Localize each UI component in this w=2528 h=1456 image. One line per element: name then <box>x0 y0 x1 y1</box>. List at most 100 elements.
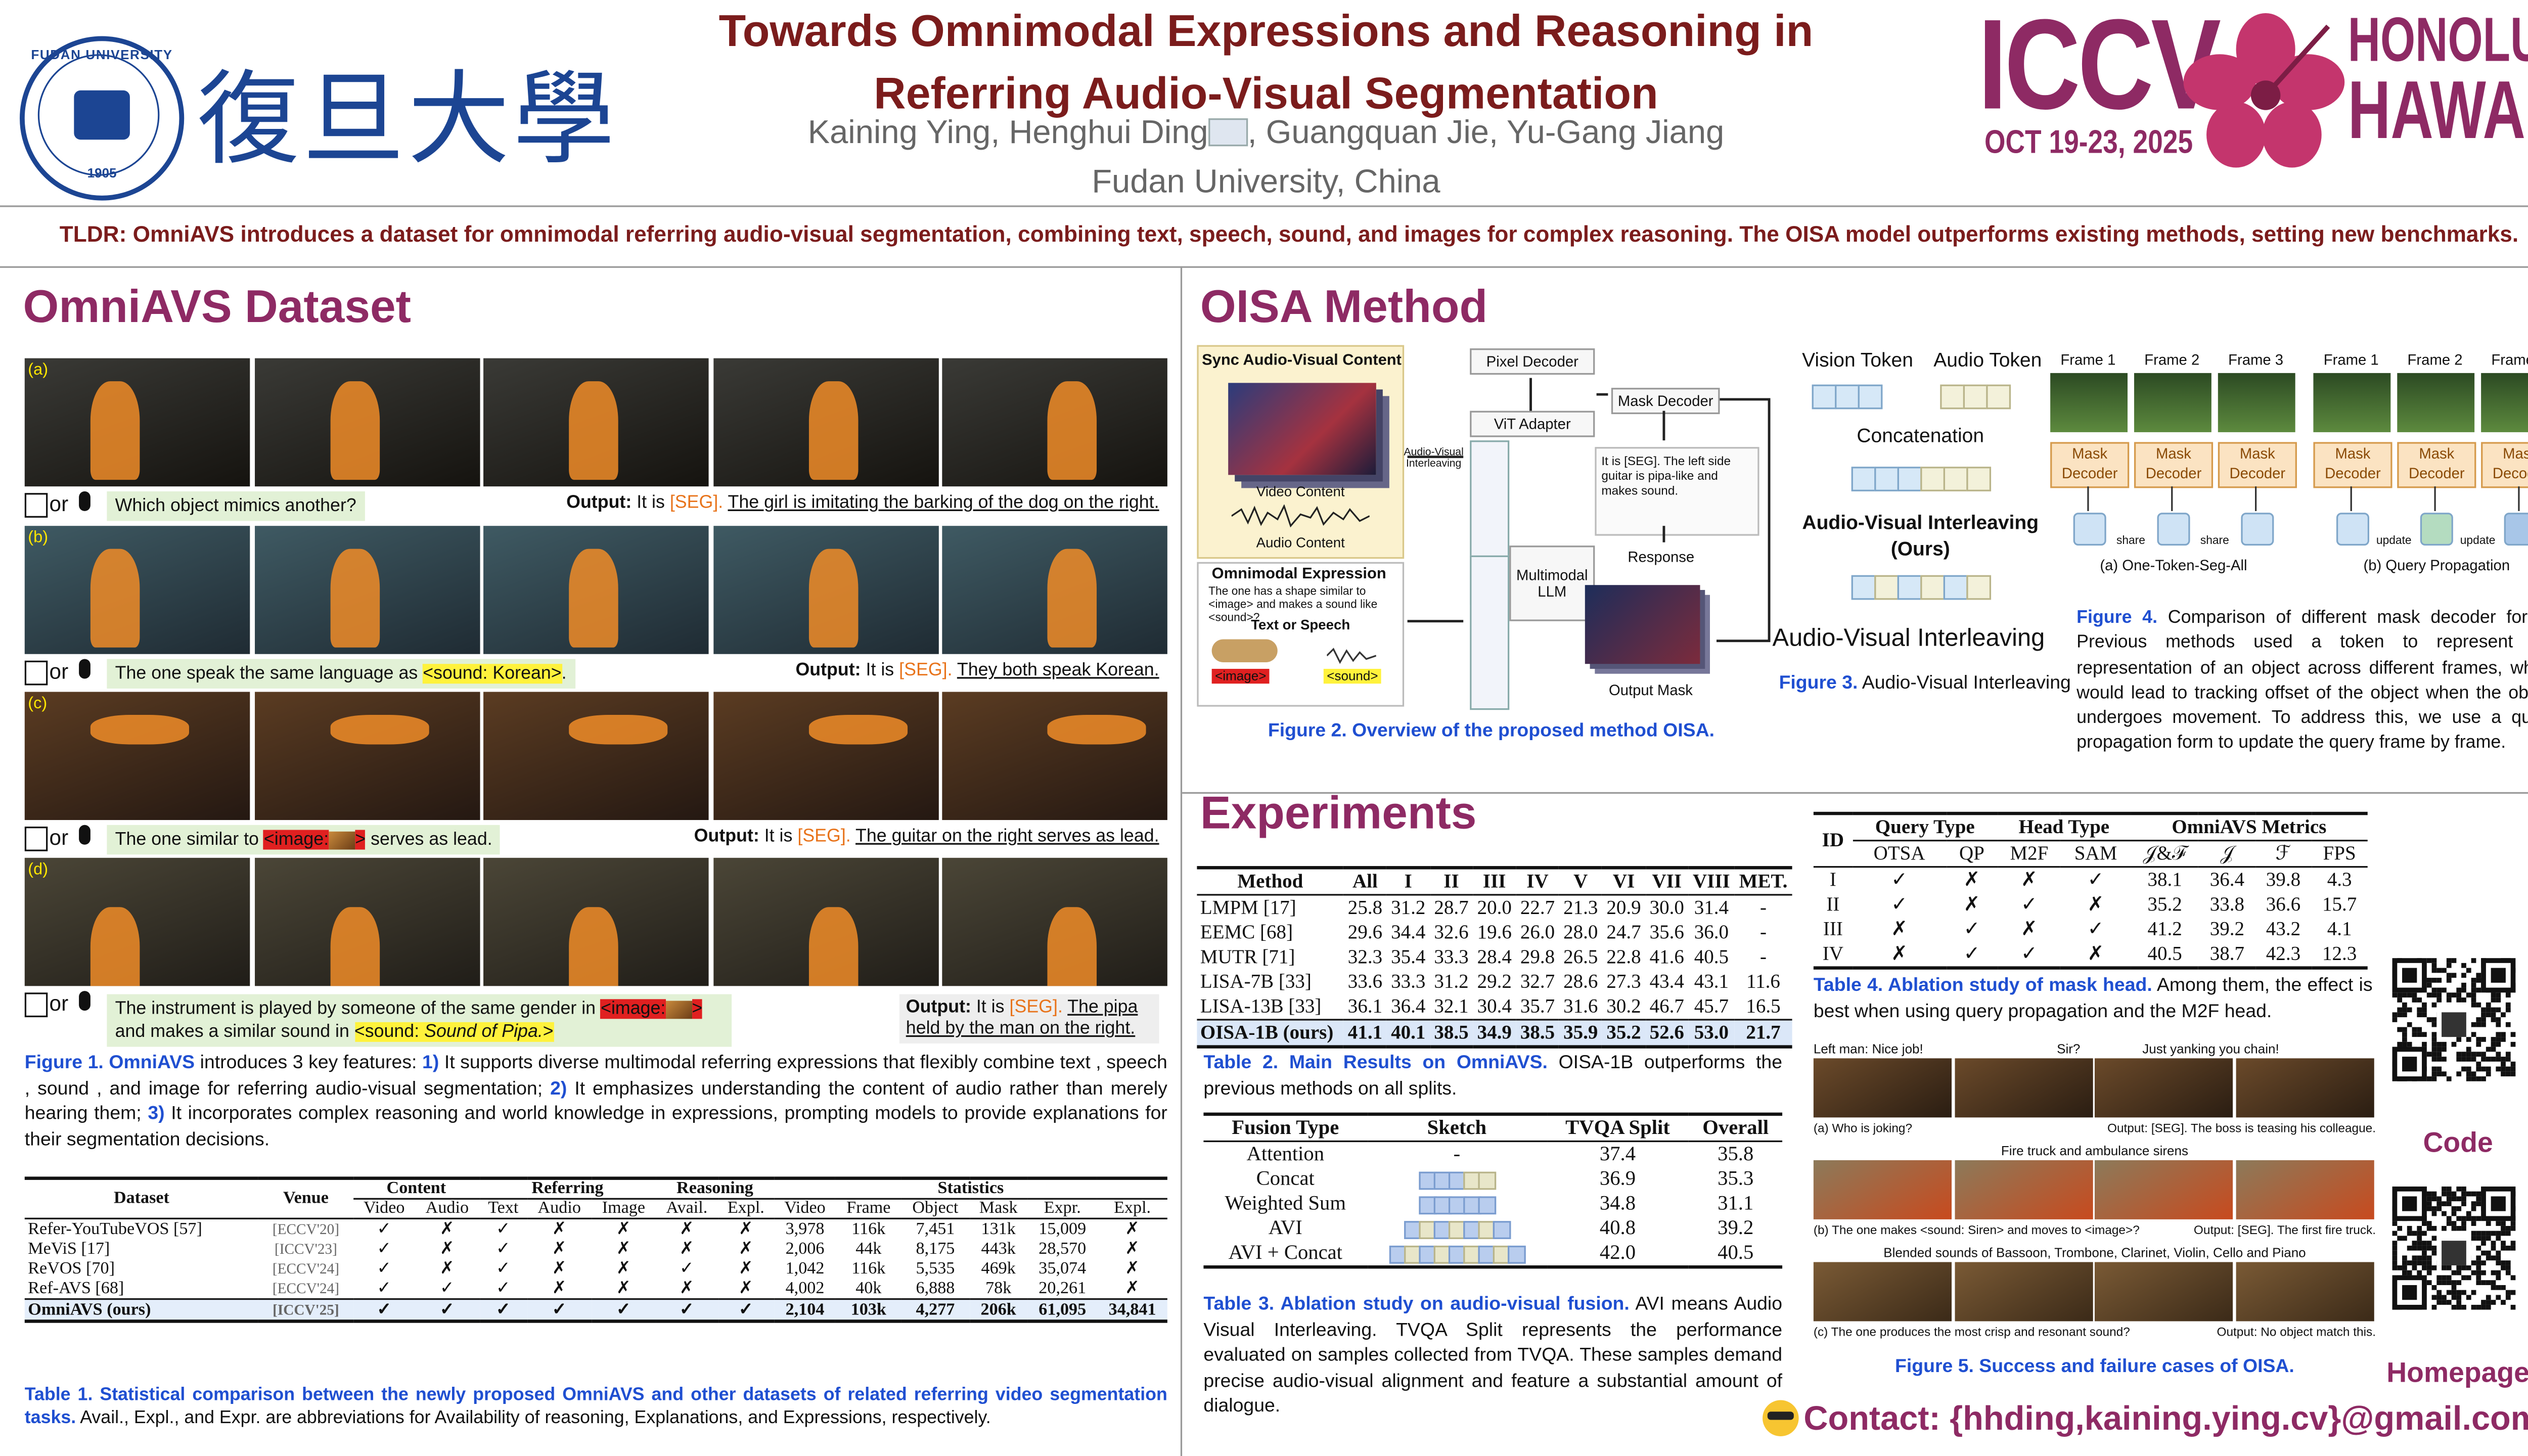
table-row: EEMC [68] 29.6 34.4 32.6 19.6 26.0 28.0 24.7 35.… <box>1197 920 1792 945</box>
table-cell: 46.7 <box>1649 994 1684 1018</box>
table-cell: 35.2 <box>1602 1019 1646 1049</box>
table-cell: 35.4 <box>1391 945 1426 968</box>
table-row: LISA-13B [33] 36.1 36.4 32.1 30.4 35.7 31.6 30.… <box>1197 994 1792 1020</box>
pixel-decoder: Pixel Decoder <box>1470 348 1595 375</box>
table-cell: ✗ <box>680 1280 694 1298</box>
qr-module <box>2481 1076 2486 1081</box>
qr-module <box>2422 1032 2427 1037</box>
qr-module <box>2426 992 2432 998</box>
qr-module <box>2402 1012 2407 1018</box>
table-cell: ✗ <box>680 1241 694 1259</box>
qr-module <box>2426 978 2432 983</box>
sketch-cell <box>1367 1167 1546 1192</box>
tldr: TLDR: OmniAVS introduces a dataset for o… <box>59 221 2519 247</box>
table-cell: ✗ <box>2021 917 2038 940</box>
segmentation-mask <box>808 907 857 986</box>
table-cell: ✓ <box>1891 868 1908 891</box>
table-cell: 40.5 <box>2130 941 2199 970</box>
qr-module <box>2431 1076 2437 1081</box>
table-cell: ✗ <box>440 1241 455 1259</box>
qr-module <box>2402 1255 2407 1261</box>
qr-module <box>2466 1046 2471 1052</box>
qr-module <box>2476 1245 2481 1251</box>
qr-module <box>2431 1057 2437 1062</box>
qr-module <box>2476 1002 2481 1008</box>
column-header: VIII <box>1688 866 1735 896</box>
qr-module <box>2471 1231 2476 1236</box>
qr-module <box>2476 1017 2481 1022</box>
table-cell: ✗ <box>739 1241 753 1259</box>
text-segment: . <box>561 664 567 684</box>
table-cell: 30.2 <box>1606 994 1641 1018</box>
case-frame <box>1954 1262 2093 1322</box>
qr-module <box>2446 1196 2452 1202</box>
code-link[interactable]: Code <box>2423 1127 2493 1159</box>
mic-icon <box>79 491 91 511</box>
table-cell: ✗ <box>1891 917 1908 940</box>
qr-module <box>2491 1241 2496 1246</box>
text-segment: <sound: Korean> <box>423 664 562 684</box>
qr-module <box>2431 1265 2437 1270</box>
table-cell: 42.0 <box>1546 1241 1689 1269</box>
qr-module <box>2510 1071 2516 1077</box>
column-header: Text <box>479 1199 527 1219</box>
table-cell: ✗ <box>552 1221 567 1239</box>
qr-module <box>2510 1290 2516 1295</box>
qr-module <box>2486 1231 2491 1236</box>
qr-module <box>2407 1022 2412 1027</box>
qr-module <box>2397 1012 2403 1018</box>
qr-module <box>2481 1007 2486 1013</box>
table-cell: 43.4 <box>1649 969 1684 993</box>
qr-module <box>2456 1196 2462 1202</box>
label: Response <box>1628 549 1695 566</box>
qr-module <box>2431 1211 2437 1216</box>
token-column <box>1470 555 1510 710</box>
figure-caption: Figure 1. OmniAVS introduces 3 key featu… <box>25 1052 1167 1154</box>
table-cell: Refer-YouTubeVOS [57] <box>28 1220 202 1239</box>
segmentation-mask <box>1047 714 1146 745</box>
qr-module <box>2397 1027 2403 1032</box>
qr-module <box>2471 1076 2476 1081</box>
table-2: Method All I II III IV V VI VII VIII MET. LMPM [17]… <box>1197 866 1792 1049</box>
qr-module <box>2486 1012 2491 1018</box>
homepage-link[interactable]: Homepage <box>2386 1357 2528 1389</box>
expression: The one similar to <image: > serves as le… <box>107 825 501 855</box>
qr-module <box>2496 1260 2501 1265</box>
table-cell: 29.2 <box>1477 969 1512 993</box>
qr-module <box>2481 1022 2486 1027</box>
qr-module <box>2402 1027 2407 1032</box>
table-row: AVI 40.8 39.2 <box>1203 1216 1782 1241</box>
link-label: share <box>2200 535 2229 548</box>
qr-module <box>2471 997 2476 1003</box>
av-content-panel: Sync Audio-Visual Content Video Content … <box>1197 345 1405 559</box>
table-cell: - <box>1759 945 1767 968</box>
table-cell: 45.7 <box>1694 994 1729 1018</box>
header-row: Video Audio Text Audio Image Avail. Expl. Video… <box>25 1199 1167 1219</box>
qr-code[interactable] <box>2392 958 2516 1081</box>
table-cell: 34.4 <box>1391 920 1426 943</box>
qr-module <box>2491 1255 2496 1261</box>
qr-module <box>2505 1260 2511 1265</box>
or-text: or <box>49 659 69 684</box>
seg-token: [SEG]. <box>797 827 851 847</box>
query-token <box>2073 513 2106 546</box>
query-token <box>2157 513 2190 546</box>
column-header: Frame <box>836 1199 901 1219</box>
table-cell: ✓ <box>656 1298 718 1323</box>
text-segment: Figure 5. Success and failure cases of O… <box>1895 1357 2294 1377</box>
table-cell: - <box>1759 920 1767 943</box>
image-thumbnail <box>665 1000 692 1019</box>
arrows <box>1407 378 1771 643</box>
table-cell: ✓ <box>2021 892 2038 916</box>
table-cell: - <box>1759 895 1767 919</box>
table-cell: [ICCV'23] <box>274 1241 337 1257</box>
qr-module <box>2436 1295 2442 1300</box>
qr-module <box>2501 1071 2506 1077</box>
qr-code[interactable] <box>2392 1186 2516 1310</box>
contact[interactable]: Contact: {hhding,kaining.ying.cv}@gmail.… <box>1803 1400 2528 1438</box>
qr-module <box>2392 1241 2398 1246</box>
qr-module <box>2481 1012 2486 1018</box>
qr-module <box>2471 1057 2476 1062</box>
